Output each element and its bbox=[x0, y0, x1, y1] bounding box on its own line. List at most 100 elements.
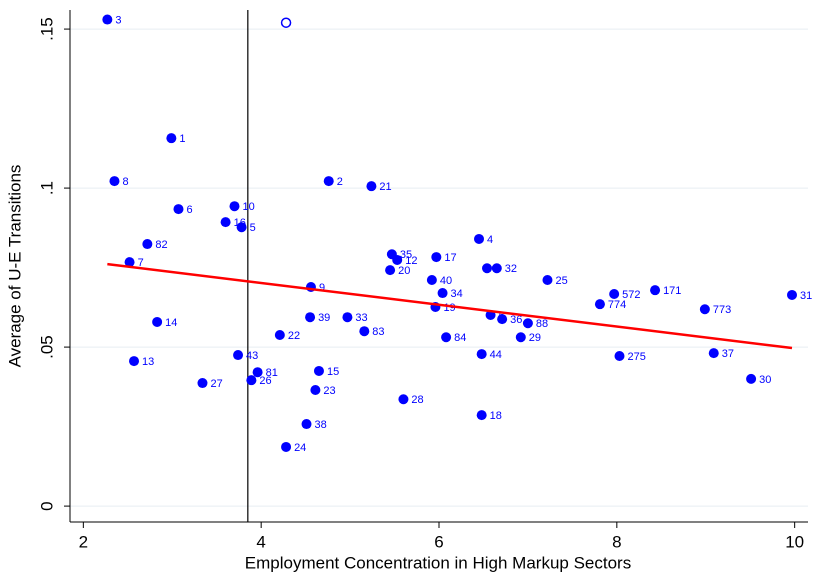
point bbox=[650, 285, 661, 296]
point-label: 84 bbox=[454, 332, 466, 344]
point bbox=[359, 326, 370, 337]
point-label: 1 bbox=[179, 133, 185, 145]
point bbox=[708, 348, 719, 359]
point-label: 34 bbox=[451, 288, 463, 300]
point-label: 10 bbox=[242, 201, 254, 213]
point bbox=[323, 176, 334, 187]
point-label: 171 bbox=[663, 285, 681, 297]
point-label: 3 bbox=[115, 14, 121, 26]
point bbox=[301, 419, 312, 430]
y-tick-label: .05 bbox=[37, 335, 56, 359]
point bbox=[280, 17, 292, 28]
point bbox=[609, 288, 620, 299]
point bbox=[274, 330, 285, 341]
point-label: 4 bbox=[487, 234, 493, 246]
point bbox=[542, 274, 553, 285]
point-label: 774 bbox=[608, 299, 626, 311]
point bbox=[152, 316, 163, 327]
point bbox=[497, 314, 508, 325]
point-label: 81 bbox=[266, 367, 278, 379]
point bbox=[522, 318, 533, 329]
point bbox=[426, 274, 437, 285]
point bbox=[482, 263, 493, 274]
point-label: 22 bbox=[288, 330, 300, 342]
point bbox=[431, 252, 442, 263]
y-tick-label: .15 bbox=[37, 17, 56, 41]
point-label: 24 bbox=[294, 442, 306, 454]
point-label: 38 bbox=[315, 419, 327, 431]
x-tick-label: 4 bbox=[256, 532, 265, 551]
point bbox=[476, 349, 487, 360]
point bbox=[142, 239, 153, 250]
point-label: 43 bbox=[246, 350, 258, 362]
point-label: 28 bbox=[411, 394, 423, 406]
point-label: 7 bbox=[138, 257, 144, 269]
point bbox=[342, 312, 353, 323]
point bbox=[594, 299, 605, 310]
point-label: 83 bbox=[372, 326, 384, 338]
x-axis-title: Employment Concentration in High Markup … bbox=[245, 553, 631, 572]
point-label: 88 bbox=[536, 318, 548, 330]
point bbox=[233, 350, 244, 361]
x-tick-label: 2 bbox=[79, 532, 88, 551]
point bbox=[197, 378, 208, 389]
x-tick-label: 8 bbox=[612, 532, 621, 551]
point bbox=[124, 257, 135, 268]
point bbox=[166, 133, 177, 144]
point bbox=[305, 312, 316, 323]
point bbox=[437, 288, 448, 299]
point-label: 19 bbox=[443, 302, 455, 314]
point-label: 23 bbox=[323, 385, 335, 397]
point bbox=[491, 263, 502, 274]
point-label: 31 bbox=[800, 290, 812, 302]
point-label: 36 bbox=[510, 314, 522, 326]
point bbox=[614, 350, 625, 361]
point bbox=[515, 332, 526, 343]
point-label: 40 bbox=[440, 275, 452, 287]
point bbox=[699, 304, 710, 315]
point-label: 44 bbox=[490, 349, 502, 361]
point bbox=[220, 217, 231, 228]
y-tick-label: .1 bbox=[37, 181, 56, 195]
point bbox=[398, 394, 409, 405]
point-label: 26 bbox=[259, 375, 271, 387]
point-label: 275 bbox=[627, 351, 645, 363]
point bbox=[246, 375, 257, 386]
point bbox=[236, 222, 247, 233]
point-label: 82 bbox=[155, 239, 167, 251]
point bbox=[441, 332, 452, 343]
point bbox=[102, 14, 113, 25]
point-label: 32 bbox=[505, 263, 517, 275]
point-label: 18 bbox=[490, 410, 502, 422]
point-label: 20 bbox=[398, 265, 410, 277]
point bbox=[746, 373, 757, 384]
point-label: 30 bbox=[759, 374, 771, 386]
point bbox=[786, 289, 797, 300]
point-label: 13 bbox=[142, 356, 154, 368]
point-label: 773 bbox=[713, 304, 731, 316]
point-label: 27 bbox=[210, 378, 222, 390]
point-label: 33 bbox=[355, 312, 367, 324]
point-label: 35 bbox=[400, 249, 412, 261]
point bbox=[476, 410, 487, 421]
x-tick-label: 10 bbox=[785, 532, 804, 551]
point-label: 29 bbox=[529, 332, 541, 344]
point-label: 14 bbox=[165, 317, 177, 329]
point-label: 21 bbox=[379, 181, 391, 193]
point bbox=[281, 441, 292, 452]
point-label: 25 bbox=[555, 275, 567, 287]
fit-line bbox=[107, 262, 793, 350]
point bbox=[229, 201, 240, 212]
point bbox=[385, 265, 396, 276]
point bbox=[313, 365, 324, 376]
point-label: 37 bbox=[722, 348, 734, 360]
point-label: 15 bbox=[327, 366, 339, 378]
point-label: 39 bbox=[318, 312, 330, 324]
point bbox=[109, 176, 120, 187]
point-label: 572 bbox=[622, 289, 640, 301]
point-label: 9 bbox=[319, 282, 325, 294]
y-axis-title: Average of U-E Transitions bbox=[5, 165, 24, 368]
point bbox=[474, 233, 485, 244]
